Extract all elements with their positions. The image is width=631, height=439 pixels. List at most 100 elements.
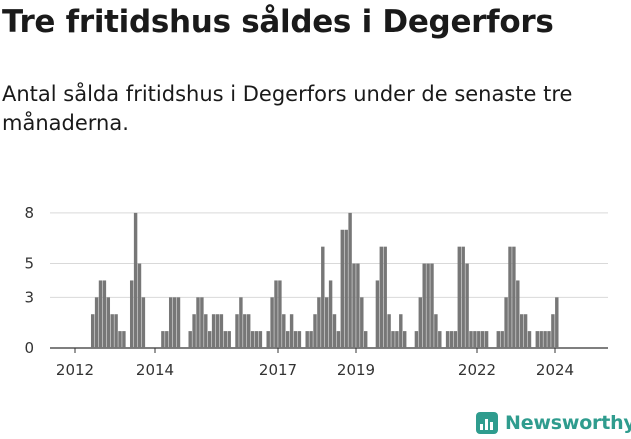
bar — [461, 246, 465, 348]
bar — [508, 246, 512, 348]
x-tick-label: 2024 — [536, 361, 574, 379]
x-tick-label: 2019 — [337, 361, 375, 379]
bar — [484, 331, 489, 348]
bar — [282, 314, 286, 348]
bar — [239, 297, 243, 348]
bar — [465, 263, 469, 348]
bar — [348, 212, 352, 348]
bar — [274, 280, 278, 348]
bar — [141, 297, 146, 348]
bar — [332, 314, 337, 348]
bar — [215, 314, 220, 348]
bar — [328, 280, 333, 348]
bar — [516, 280, 520, 348]
bar — [551, 314, 555, 348]
bar — [243, 314, 247, 348]
bar — [360, 297, 364, 348]
y-tick-label: 8 — [24, 204, 34, 222]
bar — [133, 212, 138, 348]
bar — [340, 229, 345, 348]
bar — [204, 314, 208, 348]
bar — [321, 246, 325, 348]
bar — [118, 331, 122, 348]
bar — [129, 280, 134, 348]
bar — [98, 280, 103, 348]
bar — [293, 331, 298, 348]
x-tick-label: 2017 — [259, 361, 297, 379]
newsworthy-logo: Newsworthy — [476, 408, 631, 438]
bar — [399, 314, 403, 348]
bar — [168, 297, 173, 348]
bar — [445, 331, 450, 348]
bar — [453, 331, 458, 348]
y-tick-label: 3 — [24, 288, 34, 306]
bar — [480, 331, 485, 348]
bar — [434, 314, 438, 348]
bar — [172, 297, 177, 348]
bar — [317, 297, 321, 348]
bar — [309, 331, 313, 348]
bar — [438, 331, 442, 348]
bar — [387, 314, 391, 348]
bar — [523, 314, 528, 348]
bar — [383, 246, 387, 348]
bar — [344, 229, 348, 348]
bar — [200, 297, 204, 348]
bar — [305, 331, 309, 348]
bar — [176, 297, 181, 348]
bar — [313, 314, 317, 348]
bar — [527, 331, 532, 348]
bar — [227, 331, 231, 348]
axis-layer: 03583201220142017201920222024 — [24, 204, 574, 379]
bar — [547, 331, 551, 348]
bar — [211, 314, 216, 348]
bar — [196, 297, 200, 348]
y-tick-label: 5 — [24, 255, 34, 273]
bar — [90, 314, 95, 348]
bar — [219, 314, 224, 348]
bar — [555, 297, 559, 348]
bar — [289, 314, 294, 348]
bar — [137, 263, 142, 348]
x-tick-label: 2014 — [136, 361, 174, 379]
bar — [207, 331, 212, 348]
bar — [473, 331, 477, 348]
bar — [266, 331, 270, 348]
bar — [477, 331, 481, 348]
bar — [418, 297, 423, 348]
bar — [110, 314, 114, 348]
bar — [391, 331, 395, 348]
bar — [356, 263, 360, 348]
bar — [278, 280, 282, 348]
bar — [402, 331, 407, 348]
x-tick-label: 2012 — [56, 361, 94, 379]
bar — [285, 331, 290, 348]
bar — [165, 331, 169, 348]
bar — [94, 297, 99, 348]
bar — [122, 331, 126, 348]
newsworthy-logo-text: Newsworthy — [505, 412, 631, 434]
bar — [235, 314, 239, 348]
bar — [106, 297, 111, 348]
bar — [246, 314, 251, 348]
bar — [254, 331, 259, 348]
bar — [414, 331, 419, 348]
bar — [336, 331, 341, 348]
bar — [114, 314, 118, 348]
bar — [363, 331, 368, 348]
bar — [535, 331, 540, 348]
bar — [422, 263, 426, 348]
bar — [457, 246, 462, 348]
chart-subtitle: Antal sålda fritidshus i Degerfors under… — [2, 82, 573, 135]
bar — [469, 331, 473, 348]
bar — [426, 263, 430, 348]
bar — [543, 331, 547, 348]
y-tick-label: 0 — [24, 339, 34, 357]
bar — [375, 280, 380, 348]
bar — [430, 263, 434, 348]
bar — [258, 331, 263, 348]
bar-chart: 03583201220142017201920222024 — [24, 204, 608, 379]
newsworthy-logo-icon — [476, 412, 498, 434]
bar — [519, 314, 524, 348]
bar — [496, 331, 501, 348]
